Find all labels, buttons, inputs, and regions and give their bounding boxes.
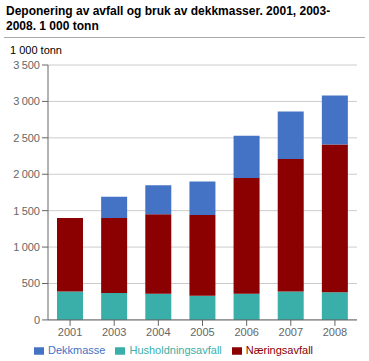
svg-text:1 000: 1 000: [13, 241, 40, 253]
svg-text:2 500: 2 500: [13, 132, 40, 144]
svg-text:2 000: 2 000: [13, 168, 40, 180]
html-text:1 000 tonn: 1 000 tonn: [10, 44, 62, 56]
html-text:2008. 1 000 tonn: 2008. 1 000 tonn: [6, 19, 99, 33]
svg-text:2004: 2004: [146, 326, 170, 338]
svg-text:2007: 2007: [279, 326, 303, 338]
svg-text:3 500: 3 500: [13, 59, 40, 71]
html-text:Næringsavfall: Næringsavfall: [245, 343, 313, 356]
svg-text:2008: 2008: [323, 326, 347, 338]
svg-text:0: 0: [34, 314, 40, 326]
html-text:Dekkmasse: Dekkmasse: [48, 343, 106, 356]
html-text:Deponering av avfall og bruk a: Deponering av avfall og bruk av dekkmass…: [6, 4, 331, 18]
html-text:Husholdningsavfall: Husholdningsavfall: [129, 343, 222, 356]
svg-text:1 500: 1 500: [13, 205, 40, 217]
svg-text:3 000: 3 000: [13, 95, 40, 107]
svg-text:2005: 2005: [190, 326, 214, 338]
svg-text:500: 500: [22, 277, 40, 289]
svg-text:2001: 2001: [58, 326, 82, 338]
svg-text:2006: 2006: [234, 326, 258, 338]
svg-text:2003: 2003: [102, 326, 126, 338]
